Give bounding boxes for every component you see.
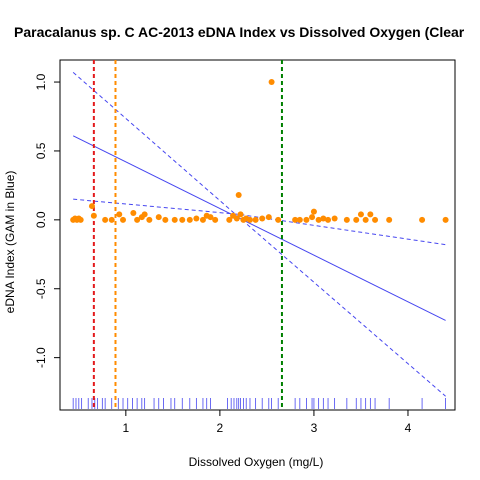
data-point [357, 211, 364, 218]
x-axis-label: Dissolved Oxygen (mg/L) [189, 455, 324, 469]
data-point [268, 79, 275, 86]
x-tick-label: 2 [217, 421, 224, 435]
data-point [292, 216, 299, 223]
data-point [233, 215, 240, 222]
data-point [303, 216, 310, 223]
data-point [309, 214, 316, 221]
data-point [296, 216, 303, 223]
y-tick-label: -1.0 [34, 347, 48, 368]
data-point [442, 216, 449, 223]
data-point [320, 215, 327, 222]
plot-marks: 1 2 3 4 -1.0 -0.5 0.0 0.5 1.0 [34, 60, 449, 435]
data-point [141, 211, 148, 218]
data-point [179, 216, 186, 223]
data-point [162, 216, 169, 223]
data-point [237, 211, 244, 218]
y-tick-label: -0.5 [34, 278, 48, 299]
data-point [235, 192, 242, 199]
data-point [88, 203, 95, 210]
data-point [186, 216, 193, 223]
data-point [310, 208, 317, 215]
data-point [130, 209, 137, 216]
data-point [146, 216, 153, 223]
data-point [353, 216, 360, 223]
ci-lower-line [72, 72, 446, 397]
data-point [77, 216, 84, 223]
data-point [362, 216, 369, 223]
data-point [134, 216, 141, 223]
y-tick-label: 0.0 [34, 211, 48, 228]
data-point [171, 216, 178, 223]
data-point [120, 216, 127, 223]
data-point [207, 214, 214, 221]
y-tick-label: 0.5 [34, 142, 48, 159]
data-point [419, 216, 426, 223]
y-tick-label: 1.0 [34, 73, 48, 90]
y-axis-label: eDNA Index (GAM in Blue) [3, 171, 17, 314]
data-point [325, 216, 332, 223]
data-point [199, 216, 206, 223]
gam-fit-line [72, 135, 446, 321]
data-point [259, 215, 266, 222]
data-point [331, 215, 338, 222]
data-point [386, 216, 393, 223]
data-point [90, 212, 97, 219]
data-point [212, 216, 219, 223]
chart-title: Paracalanus sp. C AC-2013 eDNA Index vs … [14, 24, 465, 40]
data-point [275, 216, 282, 223]
data-point [116, 211, 123, 218]
data-point [246, 216, 253, 223]
data-point [193, 215, 200, 222]
data-point [343, 216, 350, 223]
data-point [265, 214, 272, 221]
plot-frame [59, 59, 456, 411]
x-tick-label: 4 [405, 421, 412, 435]
data-point [108, 216, 115, 223]
x-tick-label: 1 [122, 421, 129, 435]
data-point [102, 216, 109, 223]
data-point [372, 216, 379, 223]
x-tick-label: 3 [311, 421, 318, 435]
data-point [252, 216, 259, 223]
data-point [367, 211, 374, 218]
data-point [155, 214, 162, 221]
data-point [315, 216, 322, 223]
data-point [226, 216, 233, 223]
